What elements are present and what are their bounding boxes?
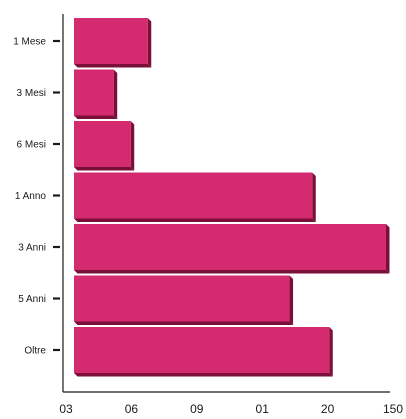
bar-shadow	[74, 115, 118, 119]
bar-side	[289, 275, 294, 325]
y-tick-label: 1 Mese	[13, 37, 46, 48]
x-tick-label: 150	[383, 402, 403, 416]
bar	[74, 121, 131, 167]
bar	[74, 69, 114, 116]
bar-shadow	[74, 218, 316, 222]
bar	[74, 172, 313, 219]
bar-side	[113, 69, 118, 119]
x-tick-label: 01	[256, 402, 270, 416]
bar	[74, 18, 148, 64]
bar-shadow	[74, 270, 390, 274]
bar-side	[130, 121, 135, 171]
bar-side	[147, 18, 152, 68]
x-tick-label: 09	[190, 402, 204, 416]
y-tick-label: 1 Anno	[15, 191, 47, 202]
y-tick-label: Oltre	[24, 346, 46, 357]
x-tick-label: 06	[125, 402, 139, 416]
y-tick-label: 6 Mesi	[17, 140, 46, 151]
bar-side	[312, 172, 316, 222]
bar-shadow	[74, 373, 333, 377]
bar	[74, 224, 386, 270]
x-tick-label: 03	[59, 402, 73, 416]
bar-shadow	[74, 64, 152, 68]
bar-side	[386, 224, 390, 274]
bar-shadow	[74, 321, 294, 325]
bar	[74, 275, 290, 322]
bars-group	[74, 18, 390, 377]
y-tick-label: 5 Anni	[18, 294, 46, 305]
bar-side	[329, 327, 333, 377]
bar-shadow	[74, 167, 135, 171]
x-axis-ticks: 03 06 09 01 20 150	[59, 402, 403, 416]
y-tick-label: 3 Anni	[18, 243, 46, 254]
x-tick-label: 20	[321, 402, 335, 416]
y-axis-ticks: 1 Mese 3 Mesi 6 Mesi 1 Anno 3 Anni 5 Anni Oltr…	[13, 37, 60, 357]
y-tick-label: 3 Mesi	[17, 88, 46, 99]
bar	[74, 327, 330, 373]
